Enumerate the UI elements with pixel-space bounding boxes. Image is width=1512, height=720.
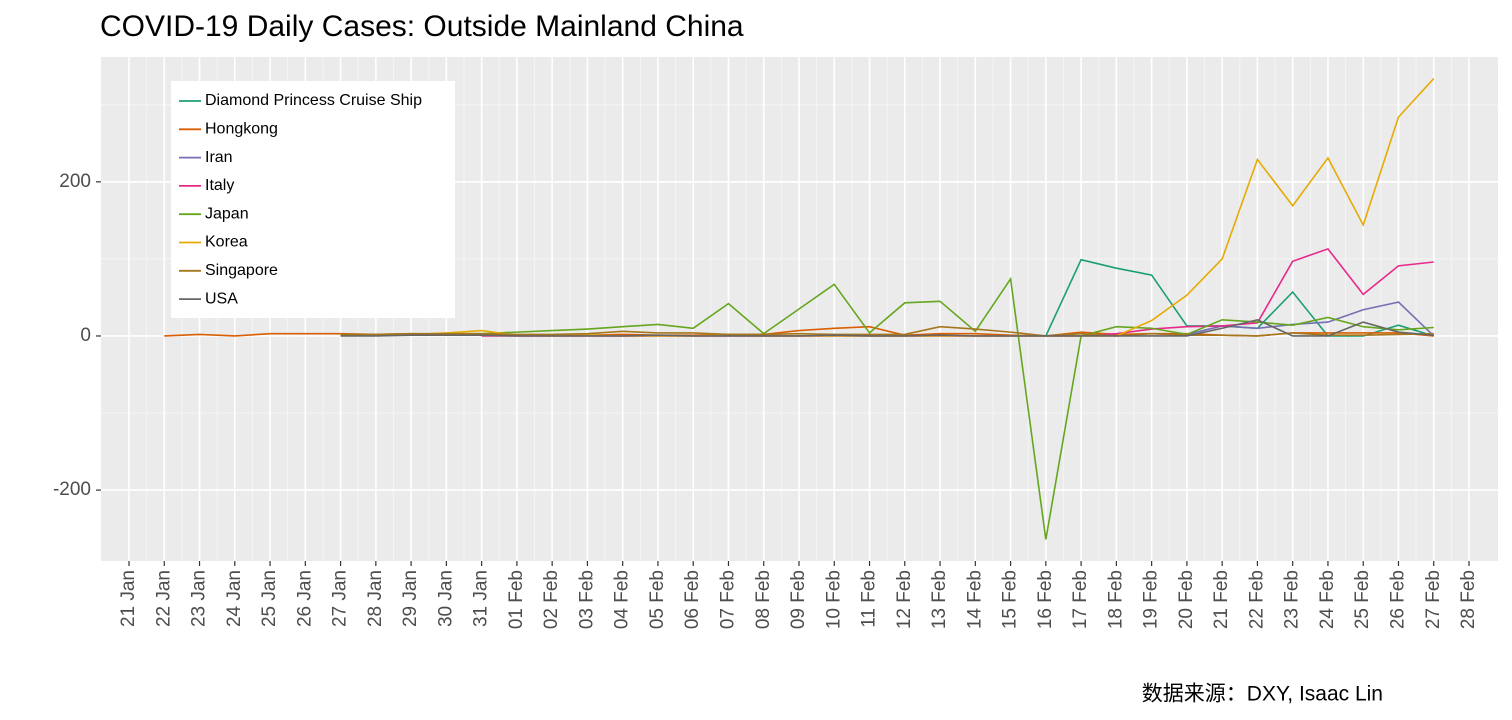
x-tick-label: 20 Feb: [1176, 570, 1197, 629]
x-tick-label: 28 Jan: [365, 570, 386, 627]
x-tick-label: 04 Feb: [612, 570, 633, 629]
x-tick-label: 23 Feb: [1282, 570, 1303, 629]
x-tick-label: 12 Feb: [894, 570, 915, 629]
y-tick-label: -200: [53, 479, 91, 500]
x-tick-label: 05 Feb: [647, 570, 668, 629]
x-tick-label: 17 Feb: [1070, 570, 1091, 629]
x-tick-label: 24 Feb: [1317, 570, 1338, 629]
legend-label: Diamond Princess Cruise Ship: [205, 92, 422, 109]
legend-label: Hongkong: [205, 121, 278, 138]
legend-label: USA: [205, 290, 238, 307]
legend-label: Italy: [205, 177, 234, 194]
x-tick-label: 29 Jan: [400, 570, 421, 627]
x-tick-label: 21 Feb: [1211, 570, 1232, 629]
x-tick-label: 08 Feb: [753, 570, 774, 629]
x-tick-label: 16 Feb: [1035, 570, 1056, 629]
legend-label: Iran: [205, 149, 233, 166]
x-tick-label: 19 Feb: [1141, 570, 1162, 629]
x-tick-label: 14 Feb: [964, 570, 985, 629]
x-tick-label: 25 Feb: [1352, 570, 1373, 629]
y-tick-label: 200: [59, 171, 91, 192]
legend-label: Singapore: [205, 262, 278, 279]
x-tick-label: 28 Feb: [1458, 570, 1479, 629]
legend-label: Korea: [205, 234, 248, 251]
x-tick-label: 22 Jan: [153, 570, 174, 627]
legend-label: Japan: [205, 205, 249, 222]
x-tick-label: 27 Jan: [330, 570, 351, 627]
x-tick-label: 13 Feb: [929, 570, 950, 629]
caption: 数据来源：DXY, Isaac Lin: [1142, 683, 1383, 706]
x-tick-label: 18 Feb: [1105, 570, 1126, 629]
x-tick-label: 26 Feb: [1387, 570, 1408, 629]
x-tick-label: 11 Feb: [859, 570, 880, 628]
x-tick-label: 09 Feb: [788, 570, 809, 629]
x-tick-label: 02 Feb: [541, 570, 562, 629]
x-tick-label: 23 Jan: [189, 570, 210, 627]
x-tick-label: 03 Feb: [576, 570, 597, 629]
x-tick-label: 01 Feb: [506, 570, 527, 629]
x-tick-label: 07 Feb: [717, 570, 738, 629]
x-tick-label: 21 Jan: [118, 570, 139, 627]
x-tick-label: 06 Feb: [682, 570, 703, 629]
series-line: [340, 318, 1434, 337]
x-tick-label: 26 Jan: [294, 570, 315, 627]
x-tick-label: 31 Jan: [471, 570, 492, 627]
chart-title: COVID-19 Daily Cases: Outside Mainland C…: [100, 10, 744, 43]
y-tick-label: 0: [80, 325, 91, 346]
x-tick-label: 25 Jan: [259, 570, 280, 627]
x-tick-label: 24 Jan: [224, 570, 245, 627]
x-tick-label: 15 Feb: [1000, 570, 1021, 629]
x-tick-label: 10 Feb: [823, 570, 844, 629]
x-tick-label: 27 Feb: [1423, 570, 1444, 629]
legend-box: [171, 81, 455, 318]
series-line: [340, 325, 1434, 337]
x-tick-label: 30 Jan: [435, 570, 456, 627]
x-tick-label: 22 Feb: [1246, 570, 1267, 629]
